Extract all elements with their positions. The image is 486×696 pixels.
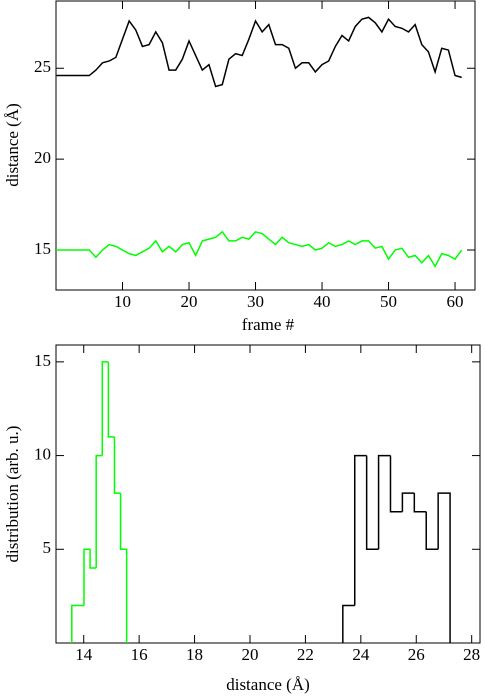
y-tick-label: 5 <box>43 538 52 557</box>
histogram-bin <box>119 493 128 643</box>
histogram-bin <box>425 511 439 551</box>
histogram-bin <box>83 548 91 606</box>
x-tick-label: 10 <box>114 292 131 311</box>
histogram-bin <box>95 454 103 569</box>
y-axis-label: distribution (arb. u.) <box>3 426 22 563</box>
histogram-bin <box>107 361 115 438</box>
x-tick-label: 50 <box>380 292 397 311</box>
histogram-bin <box>365 455 379 551</box>
x-axis-label: frame # <box>242 315 295 334</box>
histogram-bin <box>113 436 121 494</box>
plot-frame <box>55 0 476 291</box>
histogram-bin <box>71 604 78 643</box>
x-tick-label: 30 <box>247 292 264 311</box>
plot-frame <box>55 344 481 644</box>
histogram-bin <box>437 492 451 643</box>
y-tick-label: 20 <box>34 148 51 167</box>
histogram-bin <box>401 492 415 512</box>
x-tick-label: 40 <box>314 292 331 311</box>
y-axis-label: distance (Å) <box>3 103 22 187</box>
x-tick-label: 18 <box>186 645 203 664</box>
x-tick-label: 24 <box>352 645 370 664</box>
x-tick-label: 28 <box>463 645 480 664</box>
y-tick-label: 10 <box>34 444 51 463</box>
x-tick-label: 14 <box>75 645 93 664</box>
y-tick-label: 25 <box>34 57 51 76</box>
histogram-bin <box>413 493 427 513</box>
x-tick-label: 60 <box>447 292 464 311</box>
histogram-bin <box>353 454 367 606</box>
y-tick-label: 15 <box>34 239 51 258</box>
histogram-bin <box>389 455 403 513</box>
histogram-bin <box>89 549 97 569</box>
y-tick-label: 15 <box>34 351 51 370</box>
x-tick-label: 16 <box>131 645 148 664</box>
x-tick-label: 26 <box>408 645 425 664</box>
data-line <box>56 230 463 268</box>
x-axis-label: distance (Å) <box>226 675 310 694</box>
histogram-bin <box>377 454 391 550</box>
histogram-bin <box>101 361 109 456</box>
histogram-bin <box>342 604 355 643</box>
data-line <box>56 16 462 88</box>
x-tick-label: 20 <box>181 292 198 311</box>
x-tick-label: 20 <box>241 645 258 664</box>
x-tick-label: 22 <box>297 645 314 664</box>
